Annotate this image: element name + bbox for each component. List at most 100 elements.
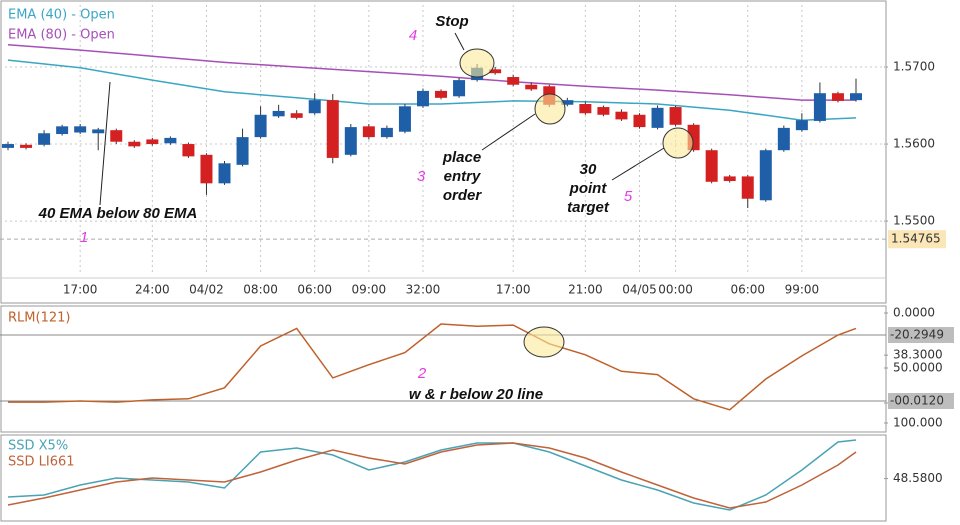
annotation: entry (444, 168, 481, 185)
plot-layer: 1.5500 1.5600 1.5700 17:00 24:00 04/02 08:00 06… (0, 0, 954, 511)
level-label: -20.2949 (890, 328, 944, 342)
annotation: 3 (417, 168, 426, 185)
annotation: 4 (409, 27, 417, 44)
level-badge (888, 327, 954, 343)
candle-body (290, 113, 303, 118)
candle-body (777, 127, 790, 151)
highlight-circle (662, 127, 694, 159)
candle-body (525, 84, 538, 90)
candle-body (597, 107, 610, 115)
candle-body (507, 77, 520, 85)
highlight-circle (523, 326, 565, 358)
candle-body (489, 69, 502, 74)
candle-body (164, 137, 177, 144)
y-tick-label: 1.5500 (893, 214, 935, 228)
candle-body (326, 100, 339, 158)
series-line (7, 59, 857, 121)
candle-body (272, 110, 285, 117)
annotation: place (442, 149, 481, 166)
y-tick-label: 38.3000 (893, 348, 943, 362)
candle-body (579, 103, 592, 114)
legend-entry: RLM(121) (8, 311, 70, 326)
level-label: -00.0120 (890, 394, 944, 408)
y-tick-label: 1.5600 (893, 137, 935, 151)
candle-body (56, 126, 69, 135)
annotation: 40 EMA below 80 EMA (38, 205, 198, 222)
level-badge (888, 393, 954, 409)
y-tick-label: 48.5800 (893, 471, 943, 485)
candle-body (110, 130, 123, 142)
candle-body (182, 144, 195, 157)
annotation: point (569, 180, 608, 197)
candle-body (416, 90, 429, 107)
annotation: 30 (580, 161, 597, 178)
series-line (7, 442, 857, 509)
candle-body (380, 127, 393, 138)
rlm-panel-frame (0, 305, 887, 433)
candle-body (669, 107, 682, 125)
price-panel-frame (0, 0, 887, 304)
candle-body (128, 141, 141, 147)
candle-body (2, 144, 14, 148)
legend-entry: SSD X5% (8, 439, 68, 454)
legend-entry: EMA (40) - Open (8, 8, 115, 23)
annotation: 1 (80, 229, 88, 246)
x-tick-label: 09:00 (352, 283, 387, 297)
candle-body (218, 163, 231, 184)
candle-body (813, 93, 826, 121)
last-price-label: 1.54765 (891, 232, 941, 246)
candle-body (74, 126, 87, 133)
candle-body (831, 93, 844, 101)
y-tick-label: 0.0000 (893, 306, 935, 320)
candle-body (435, 90, 448, 98)
highlight-circle (459, 48, 495, 78)
x-tick-label: 06:00 (297, 283, 332, 297)
x-tick-label: 06:00 (730, 283, 765, 297)
candle-body (362, 126, 375, 138)
candle-body (723, 176, 736, 182)
x-tick-label: 24:00 (135, 283, 170, 297)
last-price-badge (888, 230, 946, 249)
legend-entry: SSD LI661 (8, 455, 75, 470)
y-tick-label: 100.000 (893, 416, 943, 430)
candle-body (561, 100, 574, 105)
x-tick-label: 99:00 (785, 283, 820, 297)
candle-body (236, 137, 249, 165)
highlight-circle (534, 93, 566, 125)
x-tick-label: 17:00 (63, 283, 98, 297)
candle-body (453, 80, 466, 97)
pointer-line (611, 147, 665, 181)
legend-entry: EMA (80) - Open (8, 28, 115, 43)
annotation: 2 (417, 365, 427, 382)
series-line (8, 323, 857, 411)
annotation: w & r below 20 line (409, 386, 543, 403)
candle-body (200, 154, 213, 184)
candle-body (398, 106, 411, 132)
candle-body (741, 176, 754, 199)
annotation: order (443, 187, 483, 204)
y-tick-label: 50.0000 (893, 361, 943, 375)
x-tick-label: 00:00 (658, 283, 693, 297)
candle-body (254, 114, 267, 138)
candle-body (146, 139, 159, 145)
candle-body (705, 150, 718, 182)
x-tick-label: 17:00 (496, 283, 531, 297)
candle-body (633, 114, 646, 128)
candle-body (850, 93, 862, 101)
ssd-panel-frame (0, 434, 887, 522)
candle-body (651, 107, 664, 128)
candle-body (92, 129, 105, 134)
annotation: Stop (435, 13, 468, 30)
x-tick-label: 32:00 (406, 283, 441, 297)
pointer-line (454, 32, 465, 51)
pointer-line (481, 113, 536, 151)
candle-body (615, 111, 628, 120)
pointer-line (99, 81, 111, 206)
annotation: 5 (624, 188, 633, 205)
x-tick-label: 04/05 (622, 283, 657, 297)
candle-body (344, 127, 357, 155)
y-tick-label: 1.5700 (893, 60, 935, 74)
x-tick-label: 04/02 (189, 283, 224, 297)
